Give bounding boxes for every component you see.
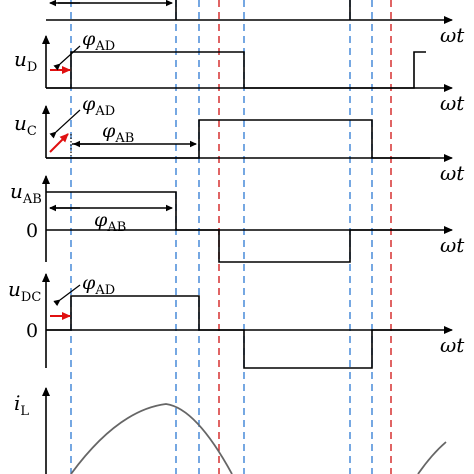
uC-phase-label-1: φAD <box>82 93 115 119</box>
uAB-axis-label: ωt <box>440 233 465 257</box>
uD-phase-pointer <box>53 45 81 71</box>
panel-uDC: ωt 0 uDC φAD <box>8 272 465 369</box>
uD-phase-label: φAD <box>82 28 115 54</box>
iL-current-waveform <box>70 403 233 474</box>
panel-uD: ωt uD φAD <box>14 28 465 115</box>
uC-phase-arrow-red <box>49 133 69 153</box>
uAB-phase-label: φAB <box>94 209 126 235</box>
panel-uAB: ωt 0 uAB φAB <box>10 175 465 263</box>
uC-label: uC <box>14 111 37 139</box>
uD-signal <box>46 51 426 89</box>
uC-signal <box>46 119 430 159</box>
panel-top-partial: ωt <box>46 0 465 47</box>
guide-lines <box>70 0 392 474</box>
panel-iL: iL <box>14 387 447 474</box>
uDC-zero-label: 0 <box>26 320 38 342</box>
uAB-label: uAB <box>10 179 42 207</box>
uC-phase-pointer <box>49 109 81 139</box>
uD-label: uD <box>14 47 37 75</box>
uC-axis-label: ωt <box>440 161 465 185</box>
uDC-phase-pointer <box>53 284 81 307</box>
uDC-phase-label: φAD <box>82 272 115 298</box>
uD-axis-label: ωt <box>440 91 465 115</box>
uAB-zero-label: 0 <box>26 220 38 242</box>
uAB-signal <box>46 191 430 263</box>
uDC-label: uDC <box>8 277 41 305</box>
panel-uC: ωt uC φAD φAB <box>14 93 465 185</box>
uDC-axis-label: ωt <box>440 333 465 357</box>
iL-label: iL <box>14 391 29 419</box>
uC-phase-label-2: φAB <box>102 120 134 146</box>
iL-current-waveform-rise <box>417 441 447 474</box>
uDC-signal <box>46 295 430 369</box>
top-axis-label: ωt <box>440 23 465 47</box>
